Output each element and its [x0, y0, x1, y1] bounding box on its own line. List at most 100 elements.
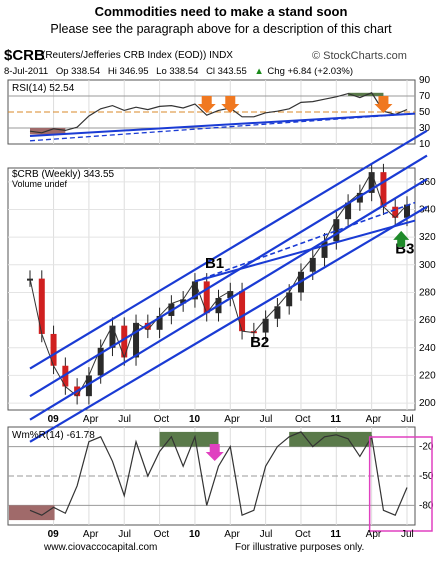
- wm-overbought-fill: [159, 431, 219, 447]
- rsi-tick-label: 50: [419, 107, 431, 118]
- channel-line-1: [29, 154, 428, 398]
- price-bar-body: [85, 375, 92, 397]
- price-xtick-label: Apr: [224, 414, 240, 425]
- price-bar-body: [156, 315, 163, 330]
- price-bar-body: [274, 306, 281, 319]
- price-tick-label: 320: [419, 232, 436, 243]
- wm-tick-label: -80: [419, 500, 434, 511]
- quote-close: Cl 343.55: [206, 66, 247, 77]
- quote-open: Op 338.54: [55, 66, 101, 77]
- stockcharts-brand: © StockCharts.com: [312, 50, 407, 62]
- wm-oversold-fill: [9, 505, 55, 521]
- price-bar-body: [121, 325, 128, 358]
- wm-xtick-label: 09: [48, 529, 60, 540]
- wm-xtick-label: Jul: [118, 529, 131, 540]
- price-xtick-label: Apr: [366, 414, 382, 425]
- wm-xtick-label: 11: [330, 529, 341, 540]
- price-xtick-label: Oct: [295, 414, 311, 425]
- wm-tick-label: -50: [419, 471, 434, 482]
- rsi-tick-label: 90: [419, 75, 431, 86]
- wm-overbought-fill-2: [289, 431, 372, 447]
- price-bar-body: [227, 291, 234, 298]
- price-bar-body: [262, 318, 269, 333]
- price-bar-body: [62, 365, 69, 387]
- price-bar-body: [309, 257, 316, 272]
- price-bar-body: [333, 219, 340, 242]
- price-tick-label: 260: [419, 315, 436, 326]
- rsi-overbought-fill: [348, 92, 384, 96]
- price-bar-body: [239, 291, 246, 332]
- price-xtick-label: 10: [189, 414, 201, 425]
- price-xtick-label: 09: [48, 414, 60, 425]
- orange-down-arrow-icon: [374, 96, 393, 113]
- trendline-b1: [194, 219, 416, 283]
- trendline-dashed: [194, 201, 416, 283]
- price-bar-body: [356, 192, 363, 203]
- wm-xtick-label: Apr: [366, 529, 382, 540]
- price-bar-body: [368, 172, 375, 193]
- rsi-series-line: [29, 92, 408, 134]
- rsi-tick-label: 70: [419, 91, 431, 102]
- wm-xtick-label: Jul: [401, 529, 414, 540]
- price-tick-label: 280: [419, 287, 436, 298]
- price-tick-label: 340: [419, 204, 436, 215]
- rsi-tick-label: 30: [419, 123, 431, 134]
- pink-down-arrow-icon: [205, 444, 224, 461]
- chart-subtitle: Please see the paragraph above for a des…: [50, 22, 392, 36]
- price-xtick-label: Apr: [83, 414, 99, 425]
- wm-series-line: [29, 431, 408, 517]
- price-bar-body: [97, 347, 104, 376]
- price-xtick-label: Jul: [260, 414, 273, 425]
- quote-high: Hi 346.95: [107, 66, 149, 77]
- orange-down-arrow-icon: [197, 96, 216, 113]
- price-bar-body: [404, 204, 410, 218]
- green-up-arrow-icon: [393, 230, 410, 247]
- rsi-label: RSI(14) 52.54: [12, 83, 75, 94]
- wm-xtick-label: Oct: [154, 529, 170, 540]
- price-bar-body: [203, 281, 210, 314]
- footer-note: For illustrative purposes only.: [235, 542, 365, 553]
- price-bar-body: [50, 333, 57, 366]
- callout-label-b2: B2: [250, 334, 269, 351]
- footer-website: www.ciovaccocapital.com: [44, 542, 158, 553]
- quote-date: 8-Jul-2011: [4, 66, 49, 77]
- price-bar-body: [380, 172, 387, 207]
- price-tick-label: 360: [419, 177, 436, 188]
- price-tick-label: 220: [419, 370, 436, 381]
- channel-line-2: [29, 178, 428, 421]
- wm-xtick-label: Jul: [260, 529, 273, 540]
- channel-line-0: [29, 129, 428, 370]
- symbol-label: $CRB: [4, 47, 45, 64]
- quote-low: Lo 338.54: [156, 66, 199, 77]
- wm-tick-label: -20: [419, 442, 434, 453]
- price-bar-body: [180, 299, 187, 304]
- orange-down-arrow-icon: [221, 96, 240, 113]
- price-xtick-label: Oct: [154, 414, 170, 425]
- symbol-description: (Reuters/Jefferies CRB Index (EOD)) INDX: [42, 50, 233, 61]
- price-series-line: [29, 170, 408, 397]
- quote-change-arrow: ▲: [254, 66, 264, 77]
- wm-xtick-label: 10: [189, 529, 201, 540]
- wm-label: Wm%R(14) -61.78: [12, 430, 95, 441]
- channel-line-3: [29, 205, 428, 443]
- wm-xtick-label: Oct: [295, 529, 311, 540]
- price-bar-body: [109, 325, 116, 348]
- price-bar-body: [286, 292, 293, 307]
- price-label: $CRB (Weekly) 343.55: [12, 169, 115, 180]
- price-bar-body: [191, 281, 198, 300]
- price-tick-label: 240: [419, 343, 436, 354]
- price-xtick-label: Jul: [118, 414, 131, 425]
- price-bar-body: [144, 322, 151, 330]
- rsi-tick-label: 10: [419, 139, 431, 150]
- price-xtick-label: 11: [330, 414, 341, 425]
- wm-xtick-label: Apr: [83, 529, 99, 540]
- highlight-box: [368, 436, 433, 532]
- quote-change: Chg +6.84 (+2.03%): [267, 66, 353, 77]
- price-bar-body: [321, 241, 328, 258]
- price-bar-body: [133, 322, 140, 358]
- rsi-trendline-dashed: [29, 112, 416, 142]
- price-bar-body: [392, 206, 399, 218]
- quote-bar: 8-Jul-2011 Op 338.54 Hi 346.95 Lo 338.54…: [4, 66, 358, 77]
- price-bar-body: [345, 202, 352, 220]
- price-tick-label: 300: [419, 260, 436, 271]
